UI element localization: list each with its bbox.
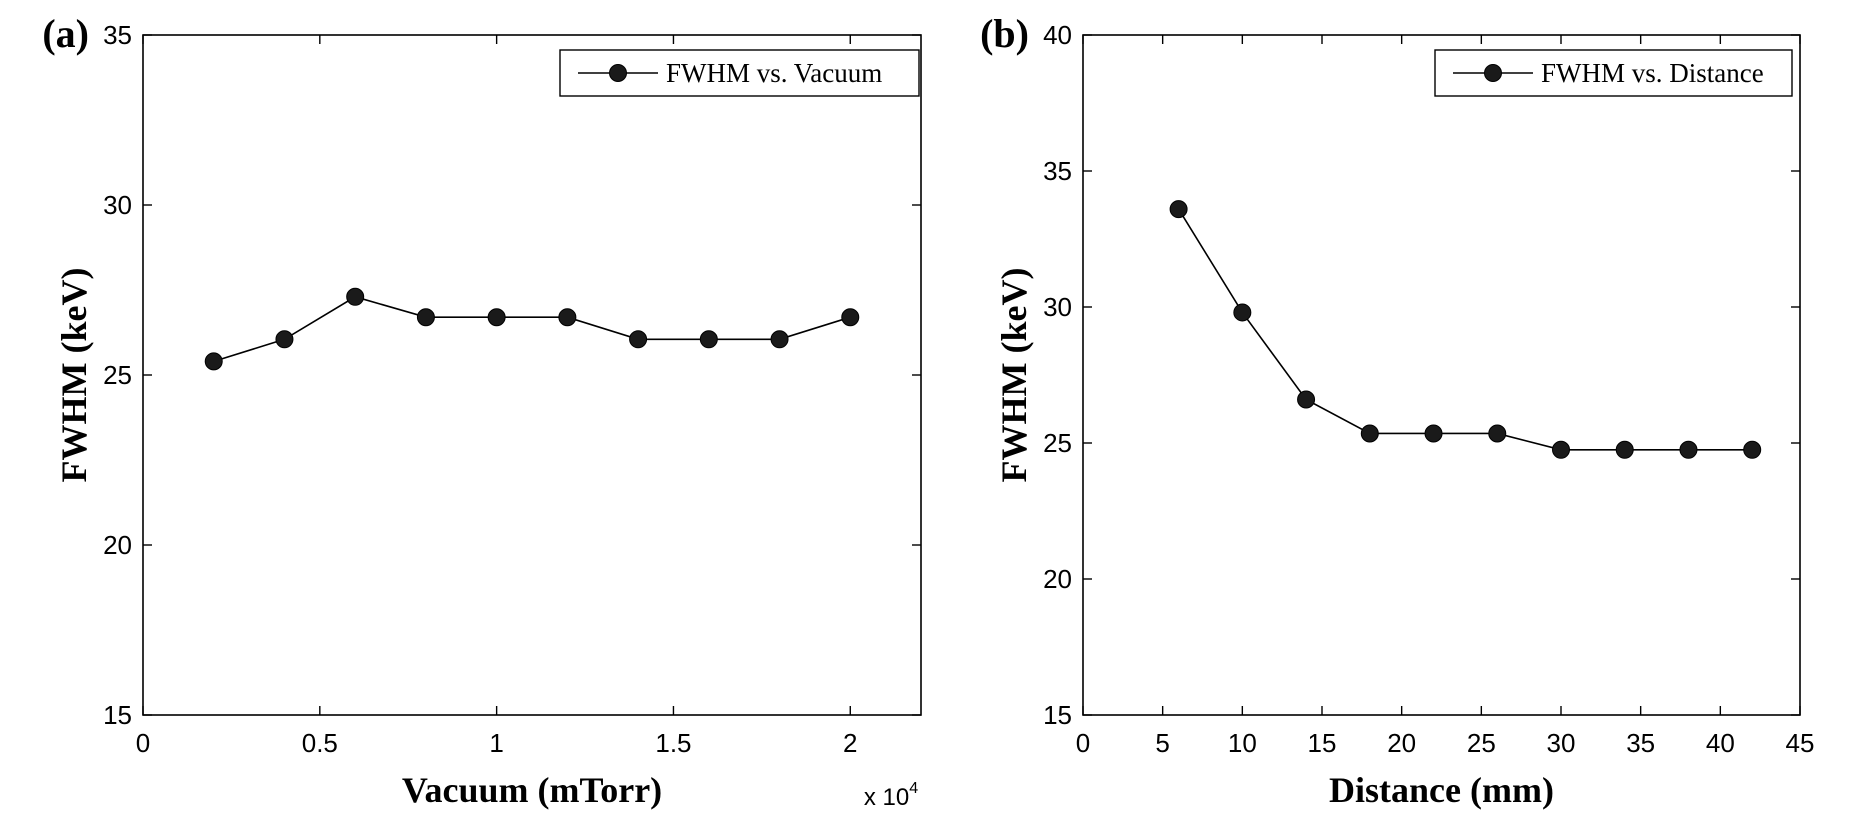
data-point [1488,424,1507,443]
plot-area-frame [1082,34,1801,716]
data-point [1615,440,1634,459]
x-tick-label: 45 [1786,728,1815,758]
y-tick-label: 15 [103,700,132,730]
data-point [841,308,860,327]
y-tick-label: 20 [1043,564,1072,594]
data-point [346,287,365,306]
x-tick-label: 0.5 [302,728,338,758]
series-line [213,295,851,363]
data-point [699,330,718,349]
y-axis-label: FWHM (keV) [54,268,94,483]
x-exponent-power: 4 [909,780,918,797]
x-exponent-base: x 10 [864,784,909,811]
data-point [1169,200,1188,219]
data-point [1424,424,1443,443]
chart-panel-a: 0 0.5 1 1.5 2 15 20 25 30 35 Vacuum (mTorr) FWHM (k… [42,11,922,811]
x-tick-label: 1 [489,728,503,758]
legend-label: FWHM vs. Vacuum [666,58,882,88]
y-tick-label: 25 [103,360,132,390]
x-tick-label: 0 [1076,728,1090,758]
y-tick-label: 30 [103,190,132,220]
y-tick-label: 35 [103,20,132,50]
x-tick-label: 40 [1706,728,1735,758]
legend-label: FWHM vs. Distance [1541,58,1764,88]
legend-marker [609,64,627,82]
x-axis-label: Vacuum (mTorr) [402,770,662,810]
y-tick-label: 35 [1043,156,1072,186]
data-point [1679,440,1698,459]
x-axis-label: Distance (mm) [1329,770,1554,810]
x-tick-label: 10 [1228,728,1257,758]
data-point [558,308,577,327]
data-point [275,330,294,349]
data-point [629,330,648,349]
panel-label: (b) [980,11,1029,56]
y-tick-label: 20 [103,530,132,560]
x-tick-label: 20 [1387,728,1416,758]
data-point [1233,303,1252,322]
data-point [416,308,435,327]
x-tick-label: 1.5 [655,728,691,758]
y-tick-label: 30 [1043,292,1072,322]
data-point [1360,424,1379,443]
chart-panel-b: 0 5 10 15 20 25 30 35 40 45 15 20 25 30 35 40 Distance (… [980,11,1814,810]
data-point [770,330,789,349]
y-axis-label: FWHM (keV) [994,268,1034,483]
y-tick-label: 15 [1043,700,1072,730]
y-tick-label: 40 [1043,20,1072,50]
plot-area-frame [142,34,922,716]
x-tick-label: 35 [1626,728,1655,758]
x-tick-label: 15 [1308,728,1337,758]
y-tick-label: 25 [1043,428,1072,458]
data-point [204,352,223,371]
x-tick-label: 2 [843,728,857,758]
x-tick-label: 0 [136,728,150,758]
x-tick-label: 25 [1467,728,1496,758]
legend-marker [1484,64,1502,82]
legend: FWHM vs. Vacuum [559,49,920,97]
panel-label: (a) [42,11,89,56]
x-exponent-label: x 104 [864,780,918,811]
data-point [487,308,506,327]
legend: FWHM vs. Distance [1434,49,1793,97]
x-tick-label: 30 [1547,728,1576,758]
data-point [1743,440,1762,459]
data-point [1552,440,1570,459]
series-line [1177,208,1753,451]
data-point [1297,390,1316,409]
x-tick-label: 5 [1155,728,1169,758]
